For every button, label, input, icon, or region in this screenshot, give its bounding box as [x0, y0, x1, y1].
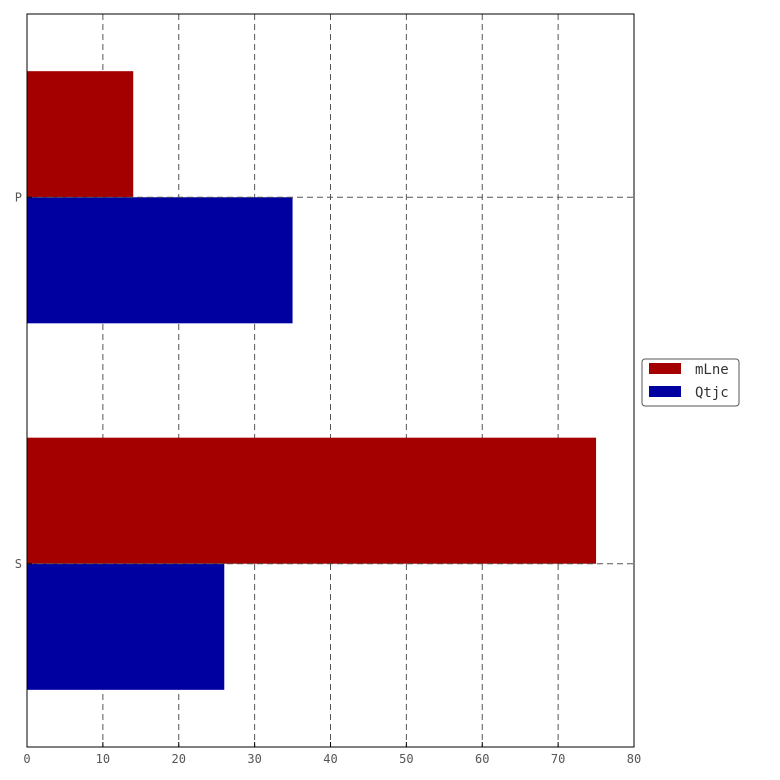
x-tick-label: 20	[172, 752, 186, 766]
y-axis-ticks: PS	[15, 190, 32, 571]
x-tick-label: 60	[475, 752, 489, 766]
bar-mlne-p	[27, 71, 134, 198]
x-tick-label: 80	[627, 752, 641, 766]
x-tick-label: 30	[247, 752, 261, 766]
legend-label-qtjc: Qtjc	[695, 385, 729, 401]
legend: mLne Qtjc	[641, 358, 740, 407]
legend-swatch-mline	[649, 363, 681, 374]
y-tick-label: S	[15, 557, 22, 571]
bar-mlne-s	[27, 437, 597, 564]
x-tick-label: 0	[23, 752, 30, 766]
x-axis-ticks: 0 10 20 30 40 50 60 70 80	[23, 742, 641, 766]
bars	[27, 71, 597, 690]
x-tick-label: 70	[551, 752, 565, 766]
legend-label-mline: mLne	[695, 362, 729, 378]
legend-swatch-qtjc	[649, 386, 681, 397]
x-tick-label: 50	[399, 752, 413, 766]
bar-qtjc-s	[27, 563, 225, 690]
bar-qtjc-p	[27, 197, 293, 324]
x-tick-label: 40	[323, 752, 337, 766]
x-tick-label: 10	[96, 752, 110, 766]
y-grid-lines	[27, 196, 634, 565]
y-tick-label: P	[15, 190, 22, 204]
